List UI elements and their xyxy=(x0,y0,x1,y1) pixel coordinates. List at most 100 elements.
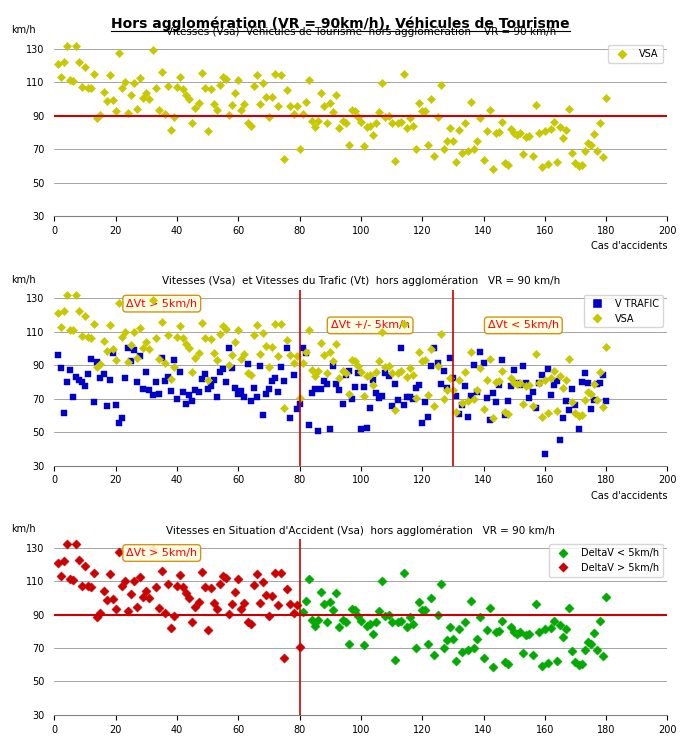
Point xyxy=(264,610,274,622)
Point xyxy=(343,365,354,377)
Point xyxy=(264,360,274,372)
Point xyxy=(80,61,91,73)
Point xyxy=(564,353,575,365)
Point xyxy=(58,305,69,317)
Point xyxy=(64,573,76,585)
Point xyxy=(435,578,446,590)
Point xyxy=(337,365,348,377)
Point xyxy=(162,371,173,383)
Point xyxy=(454,408,464,420)
Point xyxy=(395,615,406,626)
Point xyxy=(113,297,124,309)
Point xyxy=(107,348,118,360)
Point xyxy=(469,393,479,405)
Point xyxy=(552,375,563,387)
Point xyxy=(595,377,605,389)
Point xyxy=(368,130,379,142)
Point xyxy=(315,586,327,598)
Point xyxy=(530,349,541,360)
Point xyxy=(429,399,440,411)
X-axis label: Cas d'accidents: Cas d'accidents xyxy=(591,491,667,501)
Point xyxy=(358,639,369,651)
Point xyxy=(439,143,449,155)
Point xyxy=(242,616,253,628)
Point xyxy=(272,100,283,112)
Point xyxy=(260,91,271,102)
Point xyxy=(509,128,520,139)
Point xyxy=(129,77,140,88)
Point xyxy=(558,132,569,144)
Point xyxy=(407,618,418,630)
Point xyxy=(80,380,91,392)
Point xyxy=(229,383,241,394)
Point xyxy=(223,343,234,354)
Point xyxy=(496,354,507,366)
Point xyxy=(533,128,544,139)
Point xyxy=(521,380,532,392)
Point xyxy=(524,130,535,142)
Point xyxy=(478,357,489,369)
Point xyxy=(398,318,409,329)
Point xyxy=(392,367,403,379)
Point xyxy=(223,359,234,371)
Point xyxy=(125,355,136,367)
Point xyxy=(432,609,443,621)
Point xyxy=(276,69,287,80)
Point xyxy=(55,362,66,374)
Point xyxy=(157,66,168,78)
Point xyxy=(564,103,575,115)
Point xyxy=(325,595,336,607)
Point xyxy=(254,99,265,111)
Point xyxy=(319,99,330,111)
Point xyxy=(493,375,504,387)
Point xyxy=(419,397,430,408)
Point xyxy=(472,385,483,397)
Point xyxy=(518,398,528,410)
Point xyxy=(573,423,584,435)
Point xyxy=(110,604,121,615)
Point xyxy=(279,153,290,165)
Point xyxy=(319,349,330,361)
Point xyxy=(131,102,143,114)
Point xyxy=(390,378,400,390)
Point xyxy=(542,363,553,375)
Point xyxy=(279,402,290,414)
Point xyxy=(187,366,197,378)
Point xyxy=(503,408,513,420)
Point xyxy=(313,614,323,626)
Point xyxy=(276,318,287,330)
Point xyxy=(343,139,354,151)
Point xyxy=(95,109,106,121)
Point xyxy=(168,354,179,366)
Point xyxy=(579,394,590,406)
Point xyxy=(439,642,449,654)
Point xyxy=(221,376,232,388)
Point xyxy=(478,652,489,664)
Point xyxy=(560,624,571,635)
Point xyxy=(368,379,379,391)
Point xyxy=(215,329,225,340)
Point xyxy=(74,56,84,68)
Point xyxy=(365,402,376,414)
Point xyxy=(248,383,259,394)
Point xyxy=(276,362,287,374)
Point xyxy=(567,383,577,395)
Point xyxy=(426,94,437,105)
Point xyxy=(334,372,345,384)
Point xyxy=(588,627,599,639)
Point xyxy=(294,398,305,410)
Point xyxy=(487,661,498,673)
Point xyxy=(199,581,210,593)
Legend: V TRAFIC, VSA: V TRAFIC, VSA xyxy=(584,295,663,327)
Point xyxy=(509,377,520,388)
Point xyxy=(131,601,143,613)
Point xyxy=(499,656,511,668)
Point xyxy=(499,157,511,169)
Point xyxy=(239,99,250,111)
Point xyxy=(380,610,391,622)
Point xyxy=(257,77,268,89)
Point xyxy=(405,391,415,403)
Point xyxy=(340,616,351,628)
Point xyxy=(591,644,602,656)
Point xyxy=(524,629,535,640)
